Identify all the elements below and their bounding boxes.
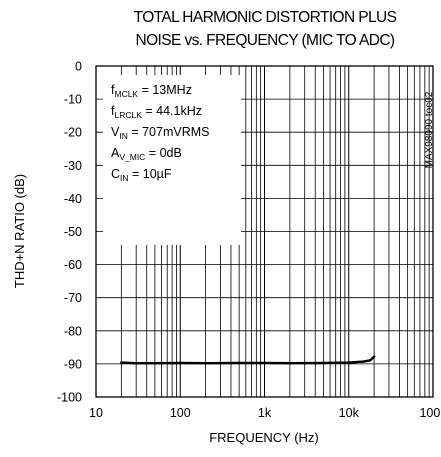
data-point: [153, 362, 157, 365]
conditions-box: [103, 75, 241, 245]
annotation-fmclk: fMCLK = 13MHz: [111, 83, 192, 99]
annotation-vin: VIN = 707mVRMS: [111, 125, 209, 141]
series: [120, 355, 376, 365]
y-axis-label: THD+N RATIO (dB): [12, 174, 27, 288]
y-tick-label: 0: [75, 60, 82, 74]
data-point: [204, 362, 207, 365]
data-point: [322, 361, 325, 365]
y-tick-label: -60: [64, 258, 82, 272]
data-point: [362, 360, 365, 363]
data-point: [263, 361, 266, 365]
annotation-av: AV_MIC = 0dB: [111, 146, 182, 162]
chart-title-line2: NOISE vs. FREQUENCY (MIC TO ADC): [136, 32, 395, 49]
x-axis-label: FREQUENCY (Hz): [209, 430, 319, 445]
x-tick-label: 100: [170, 406, 191, 420]
y-tick-label: -20: [64, 126, 82, 140]
data-point: [288, 362, 292, 365]
data-point: [372, 355, 376, 358]
y-tick-label: -80: [64, 324, 82, 338]
annotation-cin: CIN = 10µF: [111, 167, 172, 183]
x-tick-label: 100k: [419, 406, 441, 420]
x-tick-label: 10k: [339, 406, 360, 420]
series-line-thd-n: [120, 355, 376, 365]
data-point: [369, 359, 372, 362]
y-tick-label: -70: [64, 291, 82, 305]
data-point: [237, 361, 241, 365]
y-tick-label: -50: [64, 225, 82, 239]
ticks: 0 -10 -20 -30 -40 -50 -60 -70 -80 -90 -100 10 100 1k 1…: [57, 60, 441, 421]
data-point: [120, 361, 123, 364]
plot-frame: [95, 65, 434, 398]
data-point: [134, 362, 138, 365]
y-tick-label: -40: [64, 192, 82, 206]
data-point: [347, 361, 350, 364]
data-point: [179, 361, 182, 365]
annotation-flrclk: fLRCLK = 44.1kHz: [111, 104, 202, 120]
side-label: MAX98090 toc02: [424, 91, 435, 168]
x-tick-label: 1k: [258, 406, 272, 420]
x-tick-label: 10: [89, 406, 103, 420]
y-tick-label: -100: [57, 391, 82, 405]
y-tick-label: -10: [64, 93, 82, 107]
y-tick-label: -30: [64, 159, 82, 173]
chart-title-line1: TOTAL HARMONIC DISTORTION PLUS: [134, 9, 397, 26]
y-tick-label: -90: [64, 357, 82, 371]
